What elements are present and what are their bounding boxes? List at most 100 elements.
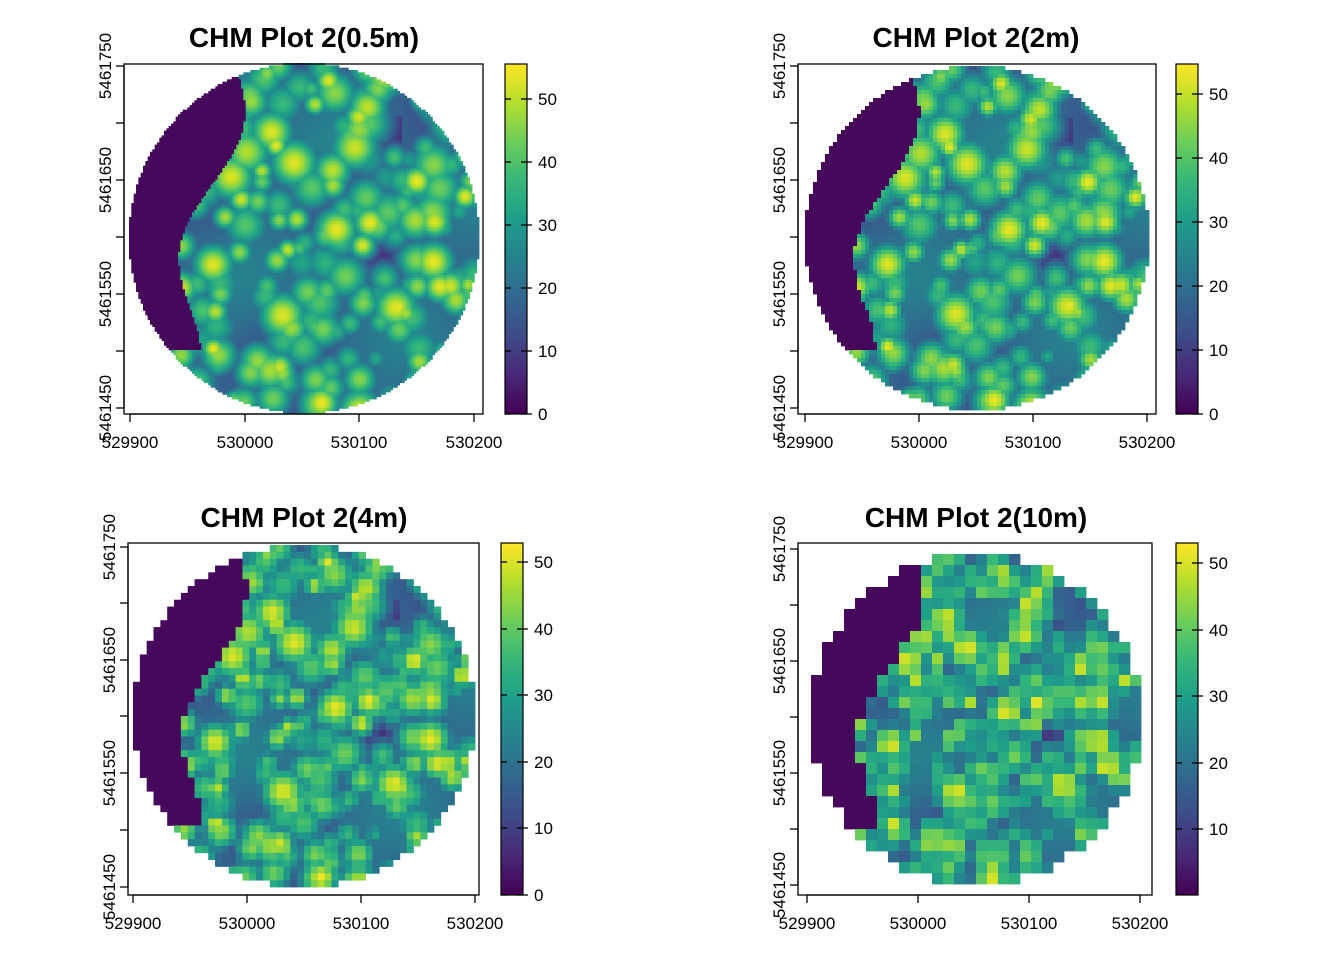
raster-cell [283, 75, 286, 78]
raster-cell [290, 84, 293, 87]
raster-cell [323, 152, 326, 155]
raster-cell [323, 107, 326, 110]
raster-cell [192, 124, 195, 127]
raster-cell [229, 159, 232, 162]
raster-cell [425, 117, 428, 120]
raster-cell [292, 75, 295, 78]
raster-cell [383, 117, 386, 120]
raster-cell [346, 79, 349, 82]
raster-cell [358, 75, 361, 78]
raster-cell [386, 119, 389, 122]
raster-cell [381, 93, 384, 96]
raster-cell [295, 68, 298, 71]
raster-cell [344, 124, 347, 127]
raster-cell [386, 163, 389, 166]
raster-cell [215, 100, 218, 103]
raster-cell [423, 149, 426, 152]
raster-cell [299, 112, 302, 115]
raster-cell [358, 163, 361, 166]
raster-cell [199, 133, 202, 136]
raster-cell [250, 91, 253, 94]
raster-cell [323, 75, 326, 78]
raster-cell [358, 119, 361, 122]
raster-cell [339, 119, 342, 122]
raster-cell [379, 142, 382, 145]
raster-cell [332, 173, 335, 176]
raster-cell [295, 152, 298, 155]
raster-cell [171, 128, 174, 131]
raster-cell [339, 124, 342, 127]
raster-cell [395, 156, 398, 159]
raster-cell [295, 147, 298, 150]
raster-cell [269, 93, 272, 96]
raster-cell [197, 119, 200, 122]
raster-cell [278, 124, 281, 127]
raster-cell [220, 161, 223, 164]
raster-cell [246, 117, 249, 120]
raster-cell [229, 103, 232, 106]
raster-cell [187, 135, 190, 138]
raster-cell [192, 161, 195, 164]
raster-cell [283, 110, 286, 113]
raster-cell [276, 96, 279, 99]
raster-cell [246, 173, 249, 176]
raster-cell [236, 126, 239, 129]
raster-cell [323, 156, 326, 159]
raster-cell [253, 86, 256, 89]
raster-cell [204, 135, 207, 138]
raster-cell [162, 175, 165, 178]
raster-cell [281, 96, 284, 99]
raster-cell [257, 98, 260, 101]
raster-cell [332, 147, 335, 150]
raster-cell [313, 75, 316, 78]
raster-cell [334, 105, 337, 108]
raster-cell [206, 126, 209, 129]
raster-cell [374, 103, 377, 106]
raster-cell [297, 140, 300, 143]
raster-cell [400, 138, 403, 141]
raster-cell [285, 98, 288, 101]
raster-cell [264, 117, 267, 120]
raster-cell [250, 84, 253, 87]
raster-cell [260, 154, 263, 157]
raster-cell [278, 103, 281, 106]
raster-cell [348, 103, 351, 106]
raster-cell [306, 65, 309, 68]
raster-cell [171, 140, 174, 143]
raster-cell [236, 138, 239, 141]
raster-cell [318, 110, 321, 113]
raster-cell [229, 126, 232, 129]
raster-cell [362, 142, 365, 145]
raster-cell [246, 159, 249, 162]
raster-cell [418, 147, 421, 150]
raster-cell [208, 114, 211, 117]
raster-cell [451, 168, 454, 171]
raster-cell [388, 135, 391, 138]
raster-cell [243, 161, 246, 164]
raster-cell [267, 93, 270, 96]
raster-cell [234, 163, 237, 166]
raster-cell [437, 173, 440, 176]
raster-cell [313, 112, 316, 115]
raster-cell [358, 91, 361, 94]
raster-cell [365, 161, 368, 164]
raster-cell [332, 159, 335, 162]
raster-cell [197, 126, 200, 129]
raster-cell [274, 84, 277, 87]
raster-cell [215, 173, 218, 176]
raster-cell [197, 103, 200, 106]
raster-cell [208, 142, 211, 145]
raster-cell [423, 117, 426, 120]
raster-cell [325, 161, 328, 164]
raster-cell [409, 110, 412, 113]
raster-cell [297, 70, 300, 73]
raster-cell [253, 161, 256, 164]
raster-cell [262, 107, 265, 110]
raster-cell [253, 89, 256, 92]
raster-cell [281, 103, 284, 106]
raster-cell [159, 159, 162, 162]
raster-cell [171, 154, 174, 157]
raster-cell [208, 147, 211, 150]
raster-cell [432, 173, 435, 176]
raster-cell [176, 126, 179, 129]
